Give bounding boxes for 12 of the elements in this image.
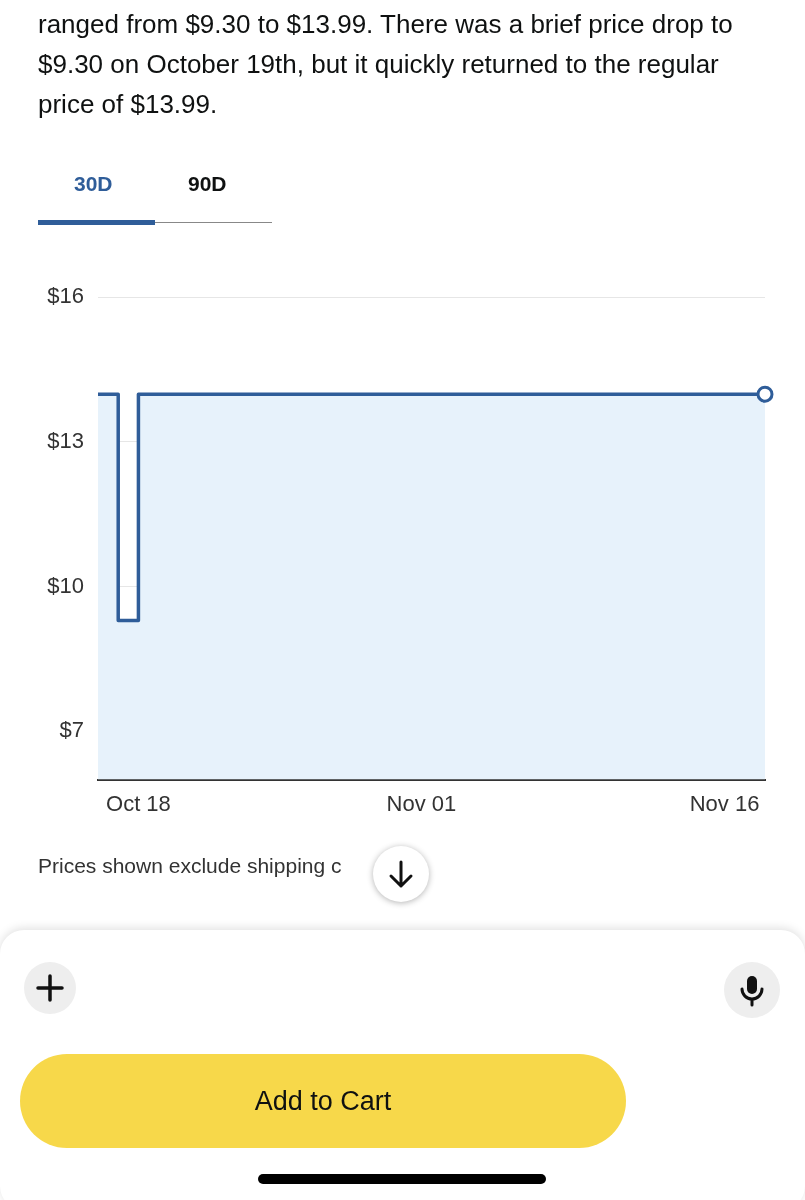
text: Prices shown exclude shipping c xyxy=(38,854,342,878)
text: 30D xyxy=(74,172,113,196)
y-tick-label: $16 xyxy=(47,283,84,309)
x-tick-label: Nov 16 xyxy=(689,790,760,816)
y-tick-label: $13 xyxy=(47,427,84,453)
chart-subtitle: ranged from $9.30 to $13.99. There was a brief price drop to $9.30 on October 19th, but it quickly returned to the regular price of $13.99. xyxy=(38,8,734,121)
y-tick-label: $10 xyxy=(47,572,84,598)
y-tick-label: $7 xyxy=(59,717,84,743)
text: Add to Cart xyxy=(20,1054,626,1148)
text: 90D xyxy=(188,172,227,196)
x-tick-label: Nov 01 xyxy=(386,790,457,816)
x-tick-label: Oct 18 xyxy=(106,790,171,816)
